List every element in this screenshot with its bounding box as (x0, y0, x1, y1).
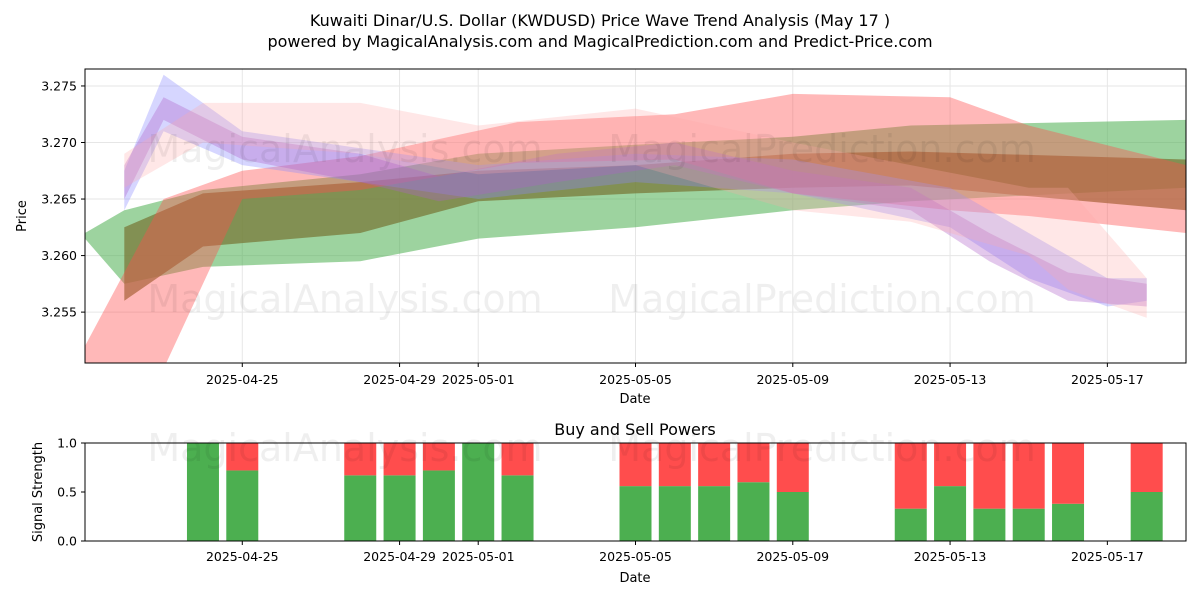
wave-band-pink-wave (124, 102, 1147, 318)
sell-bar (383, 443, 416, 476)
signal-y-tick-label: 1.0 (57, 436, 77, 451)
buy-bar (619, 486, 652, 541)
buy-bar (226, 470, 259, 541)
price-x-ticks: 2025-04-25 2025-04-29 2025-05-01 2025-05-05… (206, 363, 1144, 387)
watermark-prediction-top: MagicalPrediction.com (608, 127, 1036, 171)
watermark-prediction-bottom: MagicalPrediction.com (608, 426, 1036, 470)
price-y-axis-label: Price (15, 200, 30, 232)
price-axes-frame (84, 68, 1187, 364)
buy-bar (186, 443, 219, 541)
price-x-tick-label: 2025-04-29 (363, 372, 436, 387)
wave-band-green-band-dark (124, 151, 1186, 301)
sell-bar (658, 443, 691, 487)
signal-x-tick-label: 2025-04-25 (206, 549, 279, 564)
signal-x-tick-label: 2025-04-29 (363, 549, 436, 564)
wave-band-purple-wave (124, 97, 1147, 307)
price-x-tick-label: 2025-05-09 (756, 372, 829, 387)
buy-bar (462, 443, 495, 541)
signal-x-tick-label: 2025-05-01 (442, 549, 515, 564)
signal-panel-title: Buy and Sell Powers (554, 420, 716, 439)
signal-y-axis-label: Signal Strength (31, 442, 46, 542)
buy-bar (344, 475, 377, 541)
buy-bar (698, 486, 731, 541)
buy-bar (1130, 492, 1163, 541)
chart-subtitle: powered by MagicalAnalysis.com and Magic… (267, 32, 932, 51)
signal-x-tick-label: 2025-05-17 (1071, 549, 1144, 564)
price-y-tick-label: 3.270 (41, 135, 77, 150)
sell-bar (698, 443, 731, 487)
signal-watermarks: MagicalAnalysis.com MagicalPrediction.co… (147, 426, 1035, 470)
sell-bar (894, 443, 927, 509)
sell-bar (1012, 443, 1045, 509)
buy-bar (934, 486, 967, 541)
signal-x-tick-label: 2025-05-09 (756, 549, 829, 564)
sell-bar (422, 443, 455, 471)
price-watermarks: MagicalAnalysis.com MagicalPrediction.co… (147, 127, 1035, 321)
signal-y-tick-label: 0.5 (57, 485, 77, 500)
buy-bar (422, 470, 455, 541)
signal-x-axis-label: Date (619, 571, 650, 586)
signal-axes-frame (84, 442, 1187, 542)
sell-bar (973, 443, 1006, 509)
sell-bar (501, 443, 534, 476)
signal-panel: Buy and Sell Powers MagicalAnalysis.com … (31, 420, 1187, 586)
price-y-tick-label: 3.275 (41, 78, 77, 93)
wave-band-blue-wave (124, 74, 1147, 307)
watermark-prediction-mid: MagicalPrediction.com (608, 277, 1036, 321)
buy-bar (973, 508, 1006, 541)
buy-bar (1052, 503, 1085, 541)
signal-bars (186, 443, 1163, 541)
price-y-tick-label: 3.265 (41, 192, 77, 207)
price-wave-bands (85, 74, 1186, 363)
sell-bar (737, 443, 770, 483)
sell-bar (619, 443, 652, 487)
price-x-tick-label: 2025-04-25 (206, 372, 279, 387)
price-panel: MagicalAnalysis.com MagicalPrediction.co… (15, 68, 1187, 407)
sell-bar (934, 443, 967, 487)
chart-title: Kuwaiti Dinar/U.S. Dollar (KWDUSD) Price… (310, 11, 890, 30)
price-y-tick-label: 3.255 (41, 305, 77, 320)
sell-bar (1052, 443, 1085, 504)
sell-bar (1130, 443, 1163, 492)
buy-bar (383, 475, 416, 541)
wave-band-red-band-main (85, 93, 1186, 363)
sell-bar (776, 443, 809, 492)
price-x-tick-label: 2025-05-17 (1071, 372, 1144, 387)
sell-bar (344, 443, 377, 476)
price-x-tick-label: 2025-05-01 (442, 372, 515, 387)
watermark-analysis-top: MagicalAnalysis.com (147, 127, 542, 171)
price-y-ticks: 3.255 3.260 3.265 3.270 3.275 (41, 78, 85, 320)
price-x-tick-label: 2025-05-05 (599, 372, 672, 387)
signal-x-tick-label: 2025-05-13 (914, 549, 987, 564)
price-x-axis-label: Date (619, 392, 650, 407)
sell-bar (226, 443, 259, 471)
signal-y-ticks: 0.0 0.5 1.0 (57, 436, 85, 549)
buy-bar (501, 475, 534, 541)
buy-bar (1012, 508, 1045, 541)
buy-bar (776, 492, 809, 541)
signal-y-tick-label: 0.0 (57, 534, 77, 549)
price-x-tick-label: 2025-05-13 (914, 372, 987, 387)
buy-bar (894, 508, 927, 541)
buy-bar (658, 486, 691, 541)
watermark-analysis-bottom: MagicalAnalysis.com (147, 426, 542, 470)
price-y-tick-label: 3.260 (41, 248, 77, 263)
signal-x-ticks: 2025-04-25 2025-04-29 2025-05-01 2025-05-05… (206, 541, 1144, 564)
buy-bar (737, 482, 770, 541)
price-gridlines (85, 69, 1186, 363)
watermark-analysis-mid: MagicalAnalysis.com (147, 277, 542, 321)
signal-x-tick-label: 2025-05-05 (599, 549, 672, 564)
